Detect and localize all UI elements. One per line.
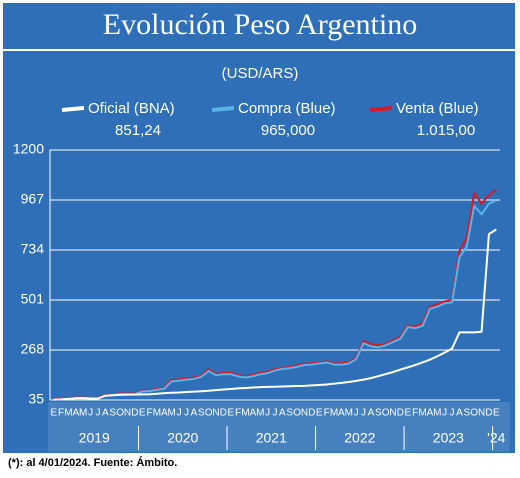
x-tick-label: E — [227, 408, 234, 419]
x-tick-label: E — [404, 408, 411, 419]
x-tick-label: S — [375, 408, 382, 419]
x-tick-label: M — [345, 408, 353, 419]
x-tick-label: A — [72, 408, 79, 419]
x-tick-label: A — [279, 408, 286, 419]
legend-value: 965,000 — [261, 122, 315, 139]
x-tick-label: D — [485, 408, 492, 419]
x-tick-label: M — [418, 408, 426, 419]
y-tick-label: 35 — [28, 391, 44, 407]
x-tick-label: J — [184, 408, 189, 419]
x-tick-label: A — [368, 408, 375, 419]
x-tick-label: A — [102, 408, 109, 419]
y-tick-label: 734 — [21, 241, 45, 257]
x-tick-label: N — [301, 408, 308, 419]
year-label: 2022 — [344, 430, 375, 446]
chart-subtitle: (USD/ARS) — [222, 65, 299, 82]
x-tick-label: M — [256, 408, 264, 419]
x-tick-label: F — [324, 408, 330, 419]
x-tick-label: M — [64, 408, 72, 419]
x-tick-label: J — [361, 408, 366, 419]
x-tick-label: A — [456, 408, 463, 419]
x-tick-label: N — [124, 408, 131, 419]
x-tick-label: J — [265, 408, 270, 419]
year-label: 2023 — [433, 430, 464, 446]
panel-bg — [3, 3, 515, 453]
x-tick-label: A — [191, 408, 198, 419]
y-tick-label: 967 — [21, 191, 45, 207]
x-tick-label: O — [116, 408, 124, 419]
y-tick-label: 1200 — [13, 141, 44, 157]
y-tick-label: 268 — [21, 341, 45, 357]
x-tick-label: O — [293, 408, 301, 419]
x-tick-label: D — [220, 408, 227, 419]
x-tick-label: J — [442, 408, 447, 419]
x-tick-label: O — [382, 408, 390, 419]
legend-value: 1.015,00 — [417, 122, 475, 139]
x-tick-label: A — [427, 408, 434, 419]
x-tick-label: D — [397, 408, 404, 419]
x-tick-label: M — [330, 408, 338, 419]
x-tick-label: M — [153, 408, 161, 419]
x-tick-label: N — [478, 408, 485, 419]
x-tick-label: J — [273, 408, 278, 419]
x-tick-label: F — [412, 408, 418, 419]
x-tick-label: F — [147, 408, 153, 419]
legend-label: Oficial (BNA) — [88, 100, 175, 117]
x-tick-label: N — [212, 408, 219, 419]
x-tick-label: M — [168, 408, 176, 419]
legend-swatch — [369, 106, 393, 112]
x-tick-label: N — [389, 408, 396, 419]
chart-title: Evolución Peso Argentino — [103, 8, 417, 41]
x-tick-label: D — [308, 408, 315, 419]
x-tick-label: O — [205, 408, 213, 419]
x-tick-label: O — [470, 408, 478, 419]
year-label: 2020 — [167, 430, 198, 446]
footnote: (*): al 4/01/2024. Fuente: Ámbito. — [8, 456, 177, 469]
x-tick-label: S — [286, 408, 293, 419]
legend-swatch — [61, 106, 85, 112]
x-tick-label: J — [95, 408, 100, 419]
series-line — [53, 228, 497, 401]
x-tick-label: M — [79, 408, 87, 419]
x-tick-label: S — [198, 408, 205, 419]
x-tick-label: A — [338, 408, 345, 419]
x-tick-label: A — [250, 408, 257, 419]
legend-label: Compra (Blue) — [238, 100, 336, 117]
x-tick-label: D — [131, 408, 138, 419]
year-label: '24 — [487, 430, 505, 446]
x-tick-label: E — [139, 408, 146, 419]
year-label: 2021 — [256, 430, 287, 446]
legend-swatch — [211, 106, 235, 112]
x-tick-label: A — [161, 408, 168, 419]
legend-label: Venta (Blue) — [396, 100, 479, 117]
year-label: 2019 — [79, 430, 110, 446]
x-tick-label: E — [316, 408, 323, 419]
x-tick-label: J — [354, 408, 359, 419]
x-tick-label: F — [58, 408, 64, 419]
legend-value: 851,24 — [115, 122, 161, 139]
x-tick-label: S — [463, 408, 470, 419]
x-axis-band — [48, 402, 510, 452]
x-tick-label: J — [450, 408, 455, 419]
x-tick-label: F — [235, 408, 241, 419]
x-tick-label: J — [177, 408, 182, 419]
x-tick-label: M — [433, 408, 441, 419]
x-tick-label: M — [241, 408, 249, 419]
y-tick-label: 501 — [21, 291, 45, 307]
x-tick-label: S — [109, 408, 116, 419]
x-tick-label: J — [88, 408, 93, 419]
x-tick-label: E — [50, 408, 57, 419]
x-tick-label: E — [493, 408, 500, 419]
